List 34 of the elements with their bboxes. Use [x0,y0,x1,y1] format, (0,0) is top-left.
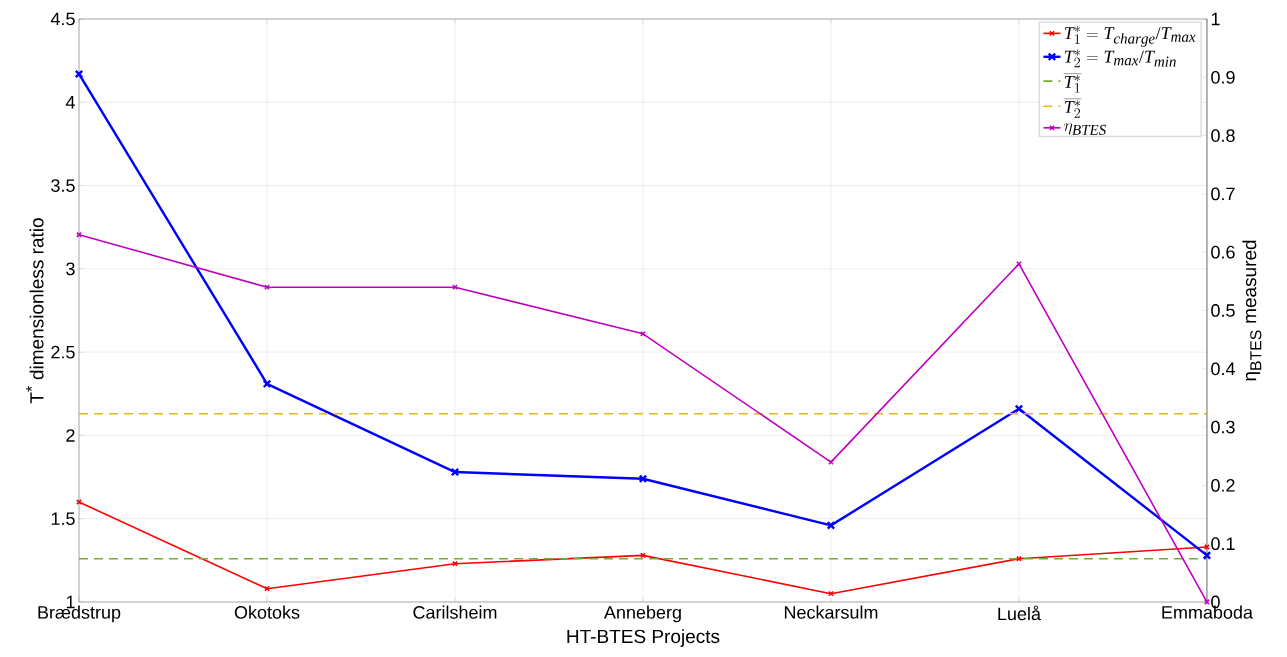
point [638,474,648,484]
legend-label: $\overline{T_2^*}$ [1063,98,1082,118]
legend-label: $T_1^* = T_{charge}/T_{max}$ [1064,26,1196,47]
x-tick-label: Anneberg [603,605,681,623]
legend-label: $T_2^* = T_{max}/T_{min}$ [1064,49,1176,68]
y-tick-label: 3 [66,262,75,276]
x-tick-label: Okotoks [234,605,300,619]
y2-tick-label: 0.2 [1211,479,1235,492]
y-tick-label: 4.5 [50,12,75,26]
legend-label: $\eta_{BTES}$ [1064,123,1106,135]
point [828,459,834,465]
y2-tick-label: 0.6 [1211,245,1235,259]
y2-tick-label: 0.1 [1211,537,1235,551]
y-tick-label: 2.5 [51,345,75,359]
y2-tick-label: 0.8 [1211,129,1235,142]
x-tick-label: Neckarsulm [784,605,878,619]
legend-label: $\overline{T_1^*}$ [1063,73,1082,93]
x-axis-title: HT-BTES Projects [567,629,720,647]
y-tick-label: 1.5 [51,512,75,525]
y2-tick-label: 0.4 [1211,362,1235,376]
y-tick-label: 4 [65,96,75,109]
point [826,521,836,530]
y2-tick-label: 0.9 [1211,70,1235,84]
x-tick-label: Carilsheim [413,605,497,619]
y-tick-label: 3.5 [51,179,75,192]
x-tick-label: Luelå [998,605,1041,621]
y2-tick-label: 0.5 [1211,304,1235,317]
y-tick-label: 2 [66,429,75,442]
y2-tick-label: 1 [1211,12,1220,26]
y2-tick-label: 0.7 [1211,187,1235,201]
y2-axis-title: η$_{BTES}$ measured [1242,240,1262,381]
y2-tick-label: 0.3 [1211,420,1235,434]
y-axis-title: T$^{*}$ dimensionless ratio [26,218,44,404]
point [1016,260,1022,267]
